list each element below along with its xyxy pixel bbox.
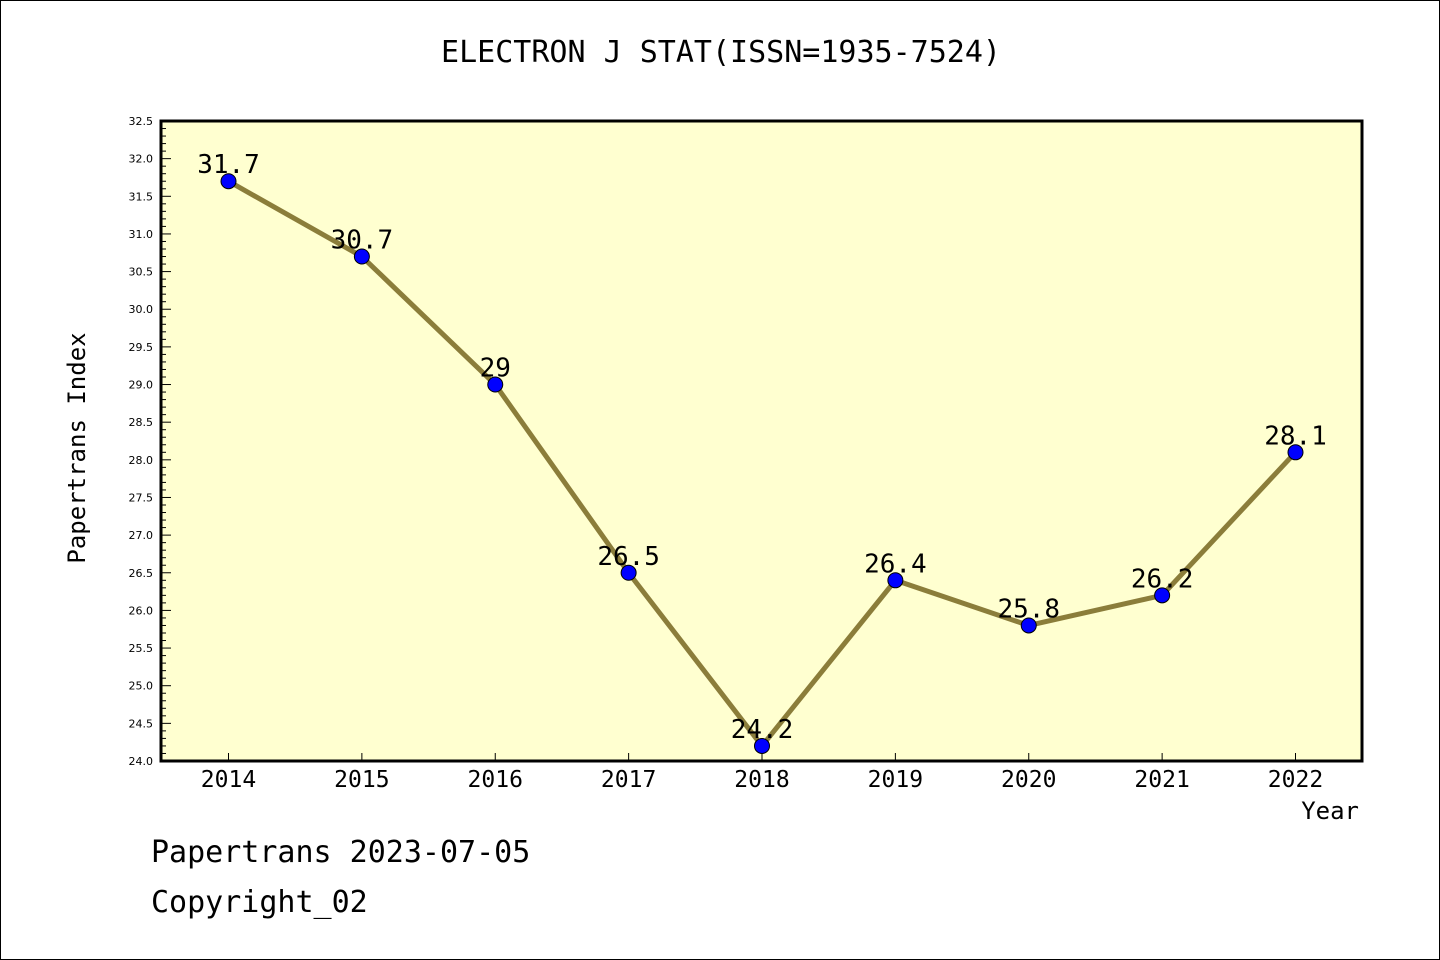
x-tick-label: 2017 bbox=[601, 767, 656, 793]
y-tick-label: 32.0 bbox=[129, 153, 154, 166]
data-point bbox=[1287, 444, 1304, 461]
y-tick-label: 24.0 bbox=[129, 755, 154, 768]
y-tick-label: 28.5 bbox=[129, 416, 154, 429]
y-tick-label: 24.5 bbox=[129, 717, 154, 730]
x-tick-label: 2019 bbox=[868, 767, 923, 793]
y-tick-label: 29.0 bbox=[129, 379, 154, 392]
data-point bbox=[353, 248, 370, 265]
y-tick-label: 26.5 bbox=[129, 567, 154, 580]
x-tick-label: 2020 bbox=[1001, 767, 1056, 793]
y-tick-label: 26.0 bbox=[129, 604, 154, 617]
footer-date: Papertrans 2023-07-05 bbox=[151, 835, 531, 870]
y-tick-label: 30.0 bbox=[129, 303, 154, 316]
y-tick-label: 30.5 bbox=[129, 266, 154, 279]
chart-title: ELECTRON J STAT(ISSN=1935-7524) bbox=[441, 35, 1001, 70]
x-tick-label: 2022 bbox=[1268, 767, 1323, 793]
y-tick-label: 27.0 bbox=[129, 529, 154, 542]
data-point bbox=[887, 572, 904, 589]
plot-background bbox=[161, 121, 1362, 761]
x-tick-label: 2014 bbox=[201, 767, 256, 793]
data-point bbox=[1020, 617, 1037, 634]
data-point bbox=[754, 737, 770, 754]
y-tick-label: 31.0 bbox=[129, 228, 154, 241]
data-point bbox=[487, 376, 504, 393]
y-tick-label: 25.5 bbox=[129, 642, 154, 655]
data-point bbox=[220, 173, 237, 190]
footer-copyright: Copyright_02 bbox=[151, 885, 368, 920]
y-tick-label: 32.5 bbox=[129, 115, 154, 128]
data-label: 26.4 bbox=[864, 549, 927, 579]
data-label: 25.8 bbox=[997, 594, 1060, 624]
x-tick-label: 2016 bbox=[468, 767, 523, 793]
data-point bbox=[1154, 587, 1171, 604]
x-tick-label: 2021 bbox=[1134, 767, 1189, 793]
data-label: 26.5 bbox=[597, 542, 660, 572]
data-label: 24.2 bbox=[731, 715, 794, 745]
x-axis-label: Year bbox=[1301, 797, 1359, 825]
data-label: 30.7 bbox=[331, 226, 394, 256]
data-label: 29 bbox=[480, 354, 511, 384]
x-tick-label: 2018 bbox=[734, 767, 789, 793]
data-label: 31.7 bbox=[197, 150, 260, 180]
y-tick-label: 29.5 bbox=[129, 341, 154, 354]
y-tick-label: 27.5 bbox=[129, 491, 154, 504]
plot-frame bbox=[159, 119, 1364, 763]
y-axis-label: Papertrans Index bbox=[63, 332, 91, 564]
data-point bbox=[620, 564, 637, 581]
y-tick-label: 25.0 bbox=[129, 680, 154, 693]
x-tick-label: 2015 bbox=[334, 767, 389, 793]
data-label: 26.2 bbox=[1131, 564, 1194, 594]
data-label: 28.1 bbox=[1264, 421, 1327, 451]
y-tick-label: 28.0 bbox=[129, 454, 154, 467]
y-tick-label: 31.5 bbox=[129, 190, 154, 203]
